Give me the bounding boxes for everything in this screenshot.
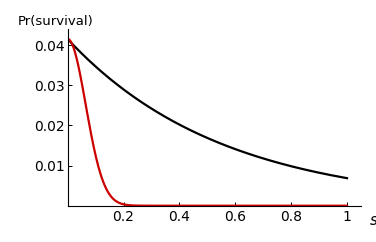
- Text: Pr(survival): Pr(survival): [18, 15, 94, 28]
- Text: s: s: [370, 213, 376, 228]
